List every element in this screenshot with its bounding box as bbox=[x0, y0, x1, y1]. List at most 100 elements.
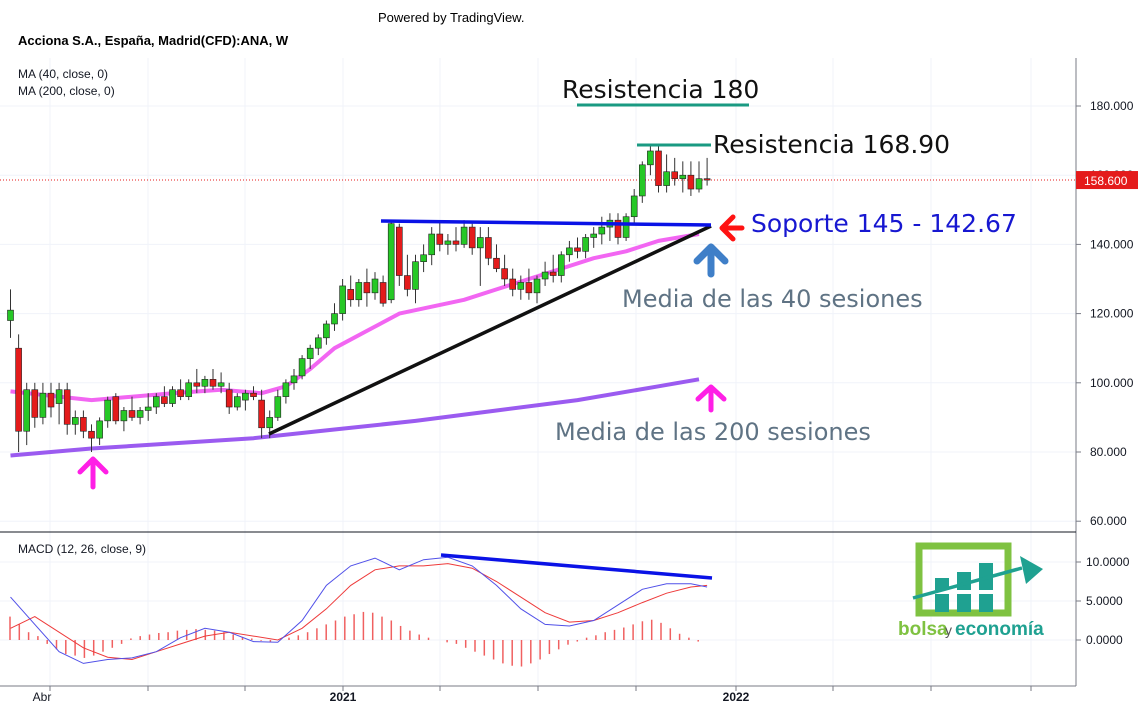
candle-up bbox=[541, 271, 549, 280]
candle-up bbox=[306, 347, 314, 359]
macd-tick-label: 5.0000 bbox=[1086, 594, 1123, 608]
candle-up bbox=[185, 382, 192, 397]
candle-down bbox=[485, 237, 492, 259]
candle-up bbox=[331, 313, 338, 325]
price-axis: 180.000160.000140.000120.000100.00080.00… bbox=[1076, 99, 1134, 528]
candle-down bbox=[525, 282, 533, 294]
candle-up bbox=[444, 240, 452, 245]
candle-down bbox=[379, 282, 387, 304]
candle-up bbox=[282, 382, 290, 397]
support-line bbox=[380, 219, 712, 227]
macd-tick-label: 10.0000 bbox=[1086, 555, 1130, 569]
macd-histogram bbox=[9, 611, 699, 667]
macd-tick-label: 0.0000 bbox=[1086, 633, 1123, 647]
candle-up bbox=[96, 420, 103, 439]
candle-down bbox=[112, 396, 120, 422]
candle-up bbox=[638, 164, 646, 197]
pink-arrow-icon bbox=[695, 384, 727, 413]
price-tick-label: 100.000 bbox=[1090, 376, 1134, 390]
candle-up bbox=[274, 396, 282, 418]
macd-main-line bbox=[10, 556, 708, 664]
candle-down bbox=[177, 389, 184, 397]
time-axis: Abr 2021 2022 bbox=[33, 686, 1032, 704]
candle-up bbox=[582, 237, 589, 252]
macd-divergence-line bbox=[440, 553, 713, 580]
annotation-resistance-180: Resistencia 180 bbox=[562, 75, 759, 104]
ma200-line bbox=[10, 377, 700, 458]
ma40-legend: MA (40, close, 0) bbox=[18, 67, 108, 81]
time-label: 2021 bbox=[330, 690, 357, 704]
uptrend-line bbox=[268, 224, 712, 436]
candle-up bbox=[298, 358, 306, 377]
macd-signal-line bbox=[10, 563, 708, 661]
price-tick-label: 140.000 bbox=[1090, 237, 1134, 251]
candle-up bbox=[590, 233, 598, 238]
macd-lines bbox=[10, 556, 708, 664]
candle-down bbox=[549, 271, 557, 276]
candle-down bbox=[209, 379, 217, 387]
candle-up bbox=[420, 254, 427, 262]
candle-down bbox=[671, 171, 679, 179]
candle-up bbox=[339, 285, 346, 314]
candle-up bbox=[371, 278, 379, 294]
candle-up bbox=[647, 150, 654, 166]
macd-legend: MACD (12, 26, close, 9) bbox=[18, 542, 146, 556]
candle-up bbox=[663, 171, 670, 186]
candle-down bbox=[687, 174, 695, 190]
ma40-path bbox=[10, 232, 700, 403]
candle-up bbox=[23, 389, 31, 432]
candle-up bbox=[120, 410, 128, 422]
candle-up bbox=[412, 261, 419, 290]
price-tick-label: 80.000 bbox=[1090, 445, 1127, 459]
candle-down bbox=[225, 389, 233, 408]
candle-up bbox=[622, 216, 630, 238]
candle-up bbox=[217, 382, 225, 387]
candle-up bbox=[39, 392, 47, 418]
pink-arrow-icon bbox=[77, 456, 109, 490]
candle-up bbox=[533, 278, 541, 294]
candle-down bbox=[128, 410, 136, 418]
candle-up bbox=[234, 396, 241, 408]
candle-up bbox=[104, 399, 111, 422]
candle-down bbox=[161, 396, 168, 404]
candle-up bbox=[355, 282, 363, 301]
logo-text-part2: y bbox=[945, 622, 952, 638]
annotation-ma200: Media de las 200 sesiones bbox=[555, 418, 871, 446]
candle-down bbox=[250, 392, 257, 397]
candle-up bbox=[476, 237, 484, 249]
ma200-path bbox=[10, 377, 700, 458]
candle-down bbox=[655, 150, 662, 186]
candle-up bbox=[72, 417, 79, 425]
price-tick-label: 120.000 bbox=[1090, 307, 1134, 321]
candle-up bbox=[7, 309, 14, 321]
powered-by: Powered by TradingView. bbox=[378, 10, 524, 25]
candle-up bbox=[290, 375, 298, 384]
logo-text-part1: bolsa bbox=[898, 619, 948, 640]
blue-arrow-icon bbox=[693, 243, 729, 278]
candle-down bbox=[63, 389, 71, 425]
last-price-tag bbox=[1076, 171, 1138, 190]
symbol-title: Acciona S.A., España, Madrid(CFD):ANA, W bbox=[18, 33, 289, 48]
price-tick-label: 180.000 bbox=[1090, 99, 1134, 113]
candle-down bbox=[703, 178, 711, 181]
annotation-support: Soporte 145 - 142.67 bbox=[751, 209, 1017, 238]
candle-up bbox=[695, 178, 703, 190]
candlesticks bbox=[7, 144, 711, 452]
candle-up bbox=[242, 392, 249, 401]
annotation-ma40: Media de las 40 sesiones bbox=[622, 285, 923, 313]
candle-down bbox=[193, 382, 201, 387]
candle-up bbox=[314, 337, 322, 349]
candle-up bbox=[460, 226, 468, 245]
candle-down bbox=[80, 417, 87, 432]
candle-down bbox=[468, 226, 476, 249]
grid-lines bbox=[0, 58, 1076, 686]
candle-up bbox=[428, 233, 436, 256]
candle-down bbox=[493, 257, 500, 269]
candle-down bbox=[258, 399, 265, 429]
bolsayeconomia-logo: bolsa y economía bbox=[898, 542, 1044, 640]
candle-up bbox=[630, 195, 638, 218]
time-label: Abr bbox=[33, 690, 52, 704]
candle-up bbox=[387, 223, 395, 301]
candle-up bbox=[598, 226, 606, 235]
candle-up bbox=[55, 389, 63, 404]
